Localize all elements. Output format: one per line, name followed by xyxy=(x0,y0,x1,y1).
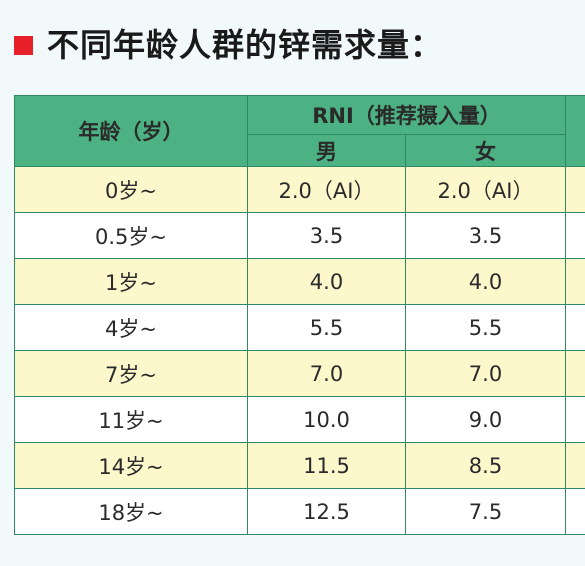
male-value-cell: 3.5 xyxy=(247,212,406,259)
male-column-header: 男 xyxy=(247,134,406,167)
table-row: 7岁~ 7.0 7.0 xyxy=(14,350,585,397)
page-title: 不同年龄人群的锌需求量： xyxy=(14,20,443,66)
age-cell: 0岁~ xyxy=(14,166,248,213)
age-cell: 1岁~ xyxy=(14,258,248,305)
female-value-cell: 2.0（AI） xyxy=(405,166,566,213)
female-column-header: 女 xyxy=(405,134,566,167)
table-edge-cell xyxy=(565,212,585,259)
rni-column-header: RNI（推荐摄入量） xyxy=(247,95,566,135)
table-row: 0岁~ 2.0（AI） 2.0（AI） xyxy=(14,166,585,213)
male-value-cell: 5.5 xyxy=(247,304,406,351)
age-cell: 11岁~ xyxy=(14,396,248,443)
table-row: 1岁~ 4.0 4.0 xyxy=(14,258,585,305)
male-value-cell: 2.0（AI） xyxy=(247,166,406,213)
female-value-cell: 7.5 xyxy=(405,488,566,535)
male-value-cell: 4.0 xyxy=(247,258,406,305)
age-cell: 0.5岁~ xyxy=(14,212,248,259)
age-cell: 4岁~ xyxy=(14,304,248,351)
age-cell: 18岁~ xyxy=(14,488,248,535)
table-edge-cell xyxy=(565,396,585,443)
table-edge-cell xyxy=(565,442,585,489)
age-column-header: 年龄（岁） xyxy=(14,95,248,167)
table-edge-cell xyxy=(565,95,585,167)
table-row: 4岁~ 5.5 5.5 xyxy=(14,304,585,351)
table-edge-cell xyxy=(565,166,585,213)
table-edge-cell xyxy=(565,488,585,535)
zinc-requirement-table: 年龄（岁） RNI（推荐摄入量） 男 女 0岁~ 2.0（AI） 2.0（AI） 0.… xyxy=(14,95,585,535)
age-cell: 14岁~ xyxy=(14,442,248,489)
title-text: 不同年龄人群的锌需求量： xyxy=(47,26,444,64)
table-body: 0岁~ 2.0（AI） 2.0（AI） 0.5岁~ 3.5 3.5 1岁~ 4.0 4.0 4岁~… xyxy=(14,166,585,535)
male-value-cell: 12.5 xyxy=(247,488,406,535)
table-edge-cell xyxy=(565,304,585,351)
table-row: 18岁~ 12.5 7.5 xyxy=(14,488,585,535)
female-value-cell: 4.0 xyxy=(405,258,566,305)
female-value-cell: 3.5 xyxy=(405,212,566,259)
female-value-cell: 5.5 xyxy=(405,304,566,351)
table-row: 0.5岁~ 3.5 3.5 xyxy=(14,212,585,259)
table-row: 11岁~ 10.0 9.0 xyxy=(14,396,585,443)
age-cell: 7岁~ xyxy=(14,350,248,397)
red-square-icon xyxy=(14,35,33,55)
male-value-cell: 11.5 xyxy=(247,442,406,489)
female-value-cell: 7.0 xyxy=(405,350,566,397)
table-edge-cell xyxy=(565,258,585,305)
male-value-cell: 7.0 xyxy=(247,350,406,397)
table-edge-cell xyxy=(565,350,585,397)
female-value-cell: 8.5 xyxy=(405,442,566,489)
table-row: 14岁~ 11.5 8.5 xyxy=(14,442,585,489)
female-value-cell: 9.0 xyxy=(405,396,566,443)
male-value-cell: 10.0 xyxy=(247,396,406,443)
